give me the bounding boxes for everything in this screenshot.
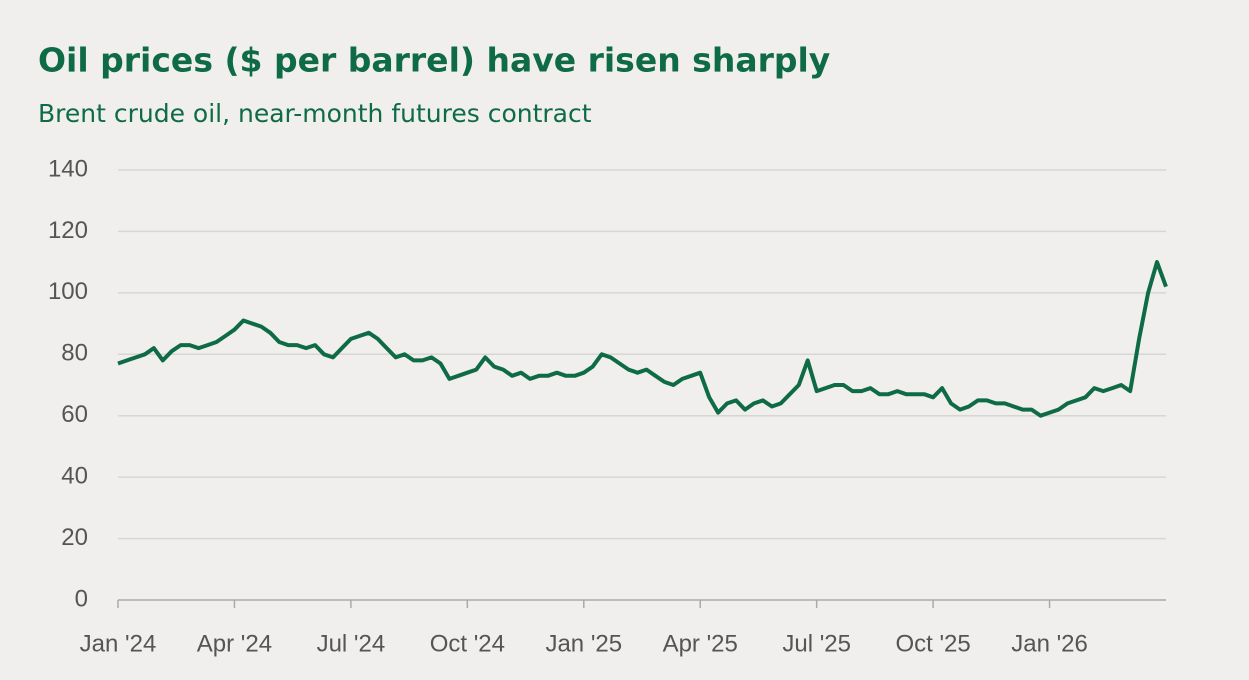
y-tick-label: 0 bbox=[75, 585, 88, 612]
x-tick-label: Oct '25 bbox=[895, 630, 970, 657]
y-tick-label: 120 bbox=[48, 217, 88, 244]
x-tick-label: Jan '26 bbox=[1011, 630, 1088, 657]
y-tick-label: 140 bbox=[48, 155, 88, 182]
x-tick-label: Apr '25 bbox=[663, 630, 738, 657]
y-tick-label: 40 bbox=[61, 462, 88, 489]
chart-subtitle: Brent crude oil, near-month futures cont… bbox=[38, 99, 592, 128]
x-tick-label: Jul '25 bbox=[782, 630, 851, 657]
x-tick-label: Oct '24 bbox=[430, 630, 505, 657]
y-tick-label: 80 bbox=[61, 340, 88, 367]
x-tick-label: Apr '24 bbox=[197, 630, 272, 657]
x-tick-label: Jan '25 bbox=[545, 630, 622, 657]
y-tick-label: 100 bbox=[48, 278, 88, 305]
data-line bbox=[117, 260, 1168, 418]
y-tick-label: 20 bbox=[61, 524, 88, 551]
y-tick-label: 60 bbox=[61, 401, 88, 428]
chart-title: Oil prices ($ per barrel) have risen sha… bbox=[38, 41, 830, 80]
x-tick-label: Jan '24 bbox=[80, 630, 157, 657]
x-tick-label: Jul '24 bbox=[317, 630, 386, 657]
